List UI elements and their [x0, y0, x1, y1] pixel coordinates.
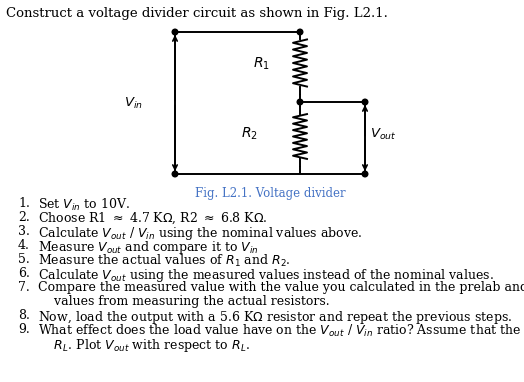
Text: 4.: 4.: [18, 239, 30, 252]
Text: Calculate $V_{out}$ / $V_{in}$ using the nominal values above.: Calculate $V_{out}$ / $V_{in}$ using the…: [38, 225, 363, 242]
Circle shape: [362, 99, 368, 105]
Text: $R_2$: $R_2$: [241, 126, 258, 142]
Text: $R_L$. Plot $V_{out}$ with respect to $R_L$.: $R_L$. Plot $V_{out}$ with respect to $R…: [38, 337, 250, 354]
Text: Fig. L2.1. Voltage divider: Fig. L2.1. Voltage divider: [195, 187, 345, 200]
Text: 8.: 8.: [18, 309, 30, 322]
Text: Calculate $V_{out}$ using the measured values instead of the nominal values.: Calculate $V_{out}$ using the measured v…: [38, 267, 494, 284]
Text: $R_1$: $R_1$: [253, 56, 270, 72]
Text: $V_{out}$: $V_{out}$: [370, 126, 397, 142]
Text: 6.: 6.: [18, 267, 30, 280]
Text: Choose R1 $\approx$ 4.7 K$\Omega$, R2 $\approx$ 6.8 K$\Omega$.: Choose R1 $\approx$ 4.7 K$\Omega$, R2 $\…: [38, 211, 267, 227]
Circle shape: [297, 99, 303, 105]
Text: Measure $V_{out}$ and compare it to $V_{in}$: Measure $V_{out}$ and compare it to $V_{…: [38, 239, 259, 256]
Circle shape: [172, 29, 178, 35]
Text: Now, load the output with a 5.6 K$\Omega$ resistor and repeat the previous steps: Now, load the output with a 5.6 K$\Omega…: [38, 309, 512, 326]
Text: Set $V_{in}$ to 10V.: Set $V_{in}$ to 10V.: [38, 197, 130, 213]
Circle shape: [297, 29, 303, 35]
Text: 3.: 3.: [18, 225, 30, 238]
Text: Compare the measured value with the value you calculated in the prelab and the c: Compare the measured value with the valu…: [38, 281, 524, 294]
Text: 7.: 7.: [18, 281, 30, 294]
Text: 9.: 9.: [18, 323, 30, 336]
Circle shape: [362, 171, 368, 177]
Text: $V_{in}$: $V_{in}$: [124, 96, 143, 110]
Text: 1.: 1.: [18, 197, 30, 210]
Text: values from measuring the actual resistors.: values from measuring the actual resisto…: [38, 295, 330, 308]
Text: Measure the actual values of $R_1$ and $R_2$.: Measure the actual values of $R_1$ and $…: [38, 253, 291, 269]
Circle shape: [172, 171, 178, 177]
Text: 5.: 5.: [18, 253, 30, 266]
Text: 2.: 2.: [18, 211, 30, 224]
Text: Construct a voltage divider circuit as shown in Fig. L2.1.: Construct a voltage divider circuit as s…: [6, 7, 388, 20]
Text: What effect does the load value have on the $V_{out}$ / $V_{in}$ ratio? Assume t: What effect does the load value have on …: [38, 323, 524, 339]
